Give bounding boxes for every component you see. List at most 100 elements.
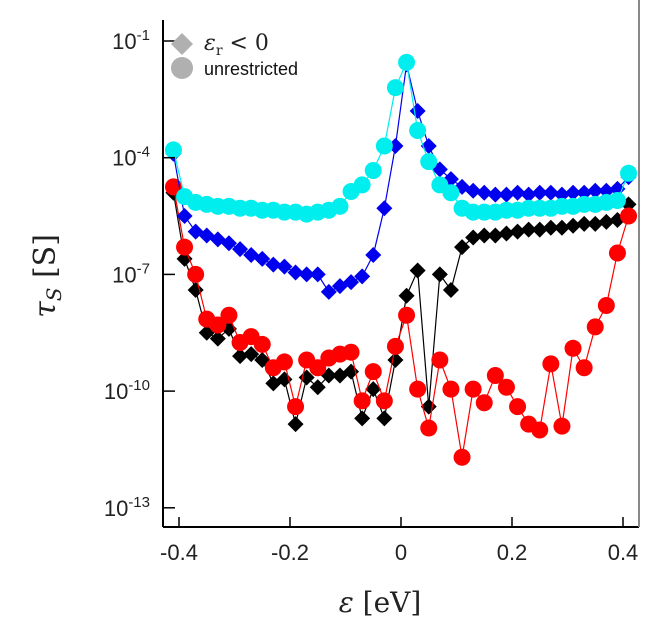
data-point-diamond	[509, 184, 526, 201]
data-point-circle	[364, 363, 382, 381]
data-point-diamond	[365, 246, 382, 263]
data-point-circle	[253, 335, 271, 353]
data-point-diamond	[531, 221, 548, 238]
data-point-circle	[431, 351, 449, 369]
data-point-circle	[442, 184, 460, 202]
data-point-diamond	[287, 264, 304, 281]
data-point-diamond	[587, 215, 604, 232]
data-point-circle	[442, 380, 460, 398]
data-point-circle	[375, 137, 393, 155]
legend-diamond-marker	[171, 33, 193, 55]
data-point-diamond	[309, 266, 326, 283]
data-point-circle	[398, 53, 416, 71]
y-tick-label: 10-1	[112, 27, 150, 54]
data-point-diamond	[343, 274, 360, 291]
data-point-diamond	[542, 184, 559, 201]
data-point-circle	[187, 265, 205, 283]
data-point-diamond	[487, 186, 504, 203]
series-line	[172, 64, 629, 293]
data-point-diamond	[276, 258, 293, 275]
data-point-circle	[553, 417, 571, 435]
data-point-circle	[597, 297, 615, 315]
data-point-circle	[353, 392, 371, 410]
data-point-circle	[509, 398, 527, 416]
data-point-diamond	[243, 246, 260, 263]
legend-label-er: εr < 0	[204, 31, 269, 59]
data-point-circle	[475, 394, 493, 412]
data-point-diamond	[220, 235, 237, 252]
data-point-diamond	[598, 213, 615, 230]
data-point-diamond	[354, 410, 371, 427]
data-point-diamond	[309, 379, 326, 396]
data-point-circle	[164, 141, 182, 159]
data-point-circle	[287, 398, 305, 416]
series-1	[164, 178, 638, 466]
data-point-circle	[564, 339, 582, 357]
data-point-circle	[220, 306, 238, 324]
data-point-diamond	[520, 221, 537, 238]
data-point-circle	[453, 448, 471, 466]
data-point-circle	[309, 359, 327, 377]
data-point-circle	[386, 337, 404, 355]
data-point-circle	[164, 178, 182, 196]
series-0	[165, 184, 637, 433]
data-point-diamond	[320, 283, 337, 300]
data-point-diamond	[465, 229, 482, 246]
data-point-circle	[464, 380, 482, 398]
data-point-diamond	[354, 268, 371, 285]
legend-circle-marker	[171, 57, 193, 79]
series-3	[164, 53, 638, 223]
data-point-circle	[620, 164, 638, 182]
data-point-diamond	[609, 180, 626, 197]
y-tick-label: 10-7	[112, 260, 150, 287]
data-point-circle	[398, 306, 416, 324]
data-point-diamond	[587, 182, 604, 199]
data-point-diamond	[287, 416, 304, 433]
data-point-circle	[586, 318, 604, 336]
y-tick-label: 10-4	[112, 144, 150, 171]
data-point-circle	[386, 79, 404, 97]
data-point-circle	[375, 392, 393, 410]
y-tick-label: 10-13	[104, 494, 150, 521]
data-point-diamond	[376, 200, 393, 217]
data-point-diamond	[476, 184, 493, 201]
data-point-circle	[420, 153, 438, 171]
data-point-diamond	[298, 266, 315, 283]
data-point-diamond	[409, 262, 426, 279]
data-point-circle	[575, 359, 593, 377]
data-point-diamond	[187, 281, 204, 298]
y-tick-label: 10-10	[104, 377, 150, 404]
data-point-diamond	[176, 208, 193, 225]
data-point-diamond	[276, 371, 293, 388]
data-point-diamond	[409, 103, 426, 120]
data-point-diamond	[243, 346, 260, 363]
data-point-diamond	[476, 227, 493, 244]
data-point-diamond	[465, 182, 482, 199]
x-tick-label: 0	[395, 540, 407, 565]
series-2	[165, 56, 637, 300]
data-point-diamond	[232, 241, 249, 258]
data-point-circle	[342, 343, 360, 361]
data-point-circle	[364, 162, 382, 180]
legend-label-unrestricted: unrestricted	[204, 59, 298, 79]
data-point-diamond	[576, 215, 593, 232]
data-point-diamond	[553, 219, 570, 236]
data-point-diamond	[565, 184, 582, 201]
data-point-diamond	[565, 217, 582, 234]
legend: εr < 0 unrestricted	[171, 31, 298, 79]
data-point-diamond	[365, 381, 382, 398]
data-point-diamond	[176, 250, 193, 267]
data-point-circle	[331, 197, 349, 215]
data-point-circle	[409, 121, 427, 139]
data-point-circle	[275, 353, 293, 371]
data-point-diamond	[442, 281, 459, 298]
data-point-diamond	[531, 184, 548, 201]
data-point-diamond	[265, 256, 282, 273]
data-point-diamond	[598, 182, 615, 199]
data-point-diamond	[576, 184, 593, 201]
data-point-diamond	[431, 266, 448, 283]
data-point-circle	[620, 207, 638, 225]
data-point-circle	[409, 380, 427, 398]
data-point-diamond	[520, 186, 537, 203]
